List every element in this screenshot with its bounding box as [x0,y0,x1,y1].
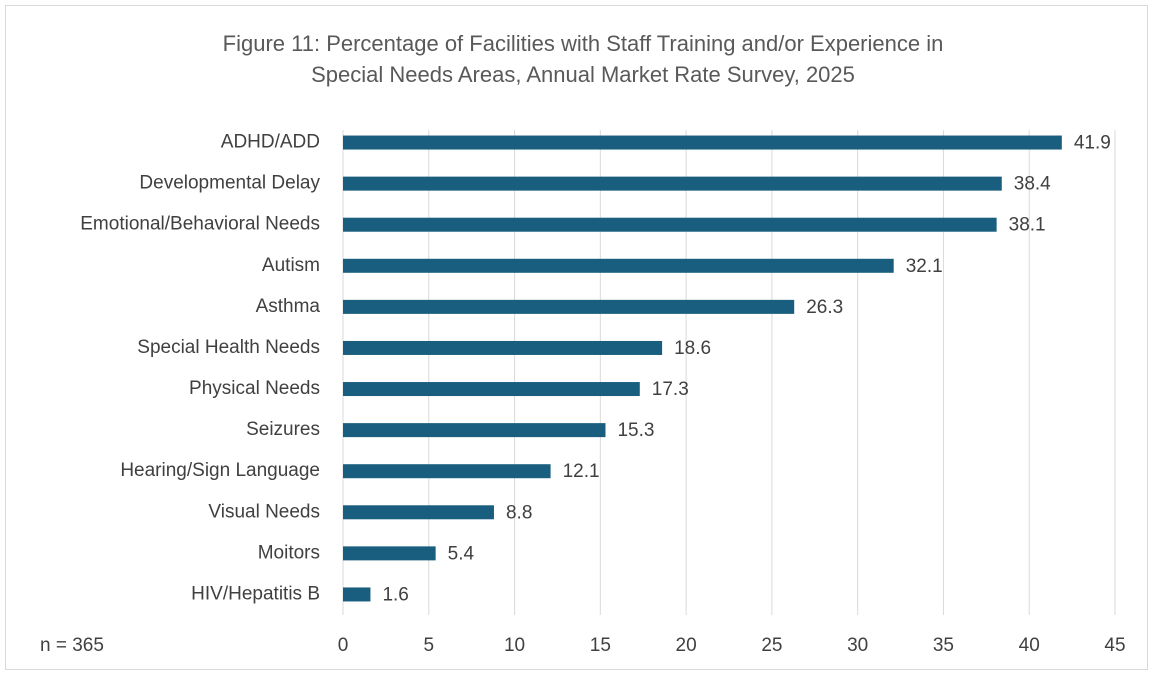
y-tick-label: HIV/Hepatitis B [191,583,320,604]
y-tick-label: Hearing/Sign Language [120,460,320,481]
chart-title: Figure 11: Percentage of Facilities with… [223,31,944,56]
bar [343,546,436,561]
bar [343,340,663,355]
data-label: 26.3 [806,297,843,318]
data-label: 15.3 [617,420,654,441]
x-tick-label: 25 [761,635,782,656]
y-tick-label: Emotional/Behavioral Needs [80,214,320,235]
x-tick-label: 30 [847,635,868,656]
x-tick-label: 10 [504,635,525,656]
annotation: n = 365 [40,635,104,656]
bar [343,423,606,438]
x-tick-label: 5 [423,635,434,656]
data-label: 38.1 [1009,215,1046,236]
bar [343,176,1002,191]
data-label: 17.3 [652,379,689,400]
x-tick-label: 20 [676,635,697,656]
x-tick-label: 15 [590,635,611,656]
data-label: 12.1 [563,461,600,482]
data-label: 5.4 [448,543,475,564]
data-label: 8.8 [506,502,532,523]
data-label: 38.4 [1014,174,1051,195]
x-tick-label: 45 [1104,635,1125,656]
chart-title: Special Needs Areas, Annual Market Rate … [311,62,855,87]
bar [343,135,1062,150]
x-tick-label: 35 [933,635,954,656]
bar [343,258,894,273]
bar [343,382,640,397]
y-tick-label: Visual Needs [208,501,320,522]
y-tick-label: ADHD/ADD [221,132,320,153]
y-tick-label: Moitors [258,542,320,563]
bar [343,464,551,479]
x-tick-label: 40 [1019,635,1040,656]
y-tick-label: Physical Needs [189,378,320,399]
data-label: 32.1 [906,256,943,277]
y-tick-label: Special Health Needs [137,337,320,358]
x-tick-label: 0 [338,635,349,656]
y-tick-label: Developmental Delay [139,173,320,194]
data-label: 18.6 [674,338,711,359]
y-tick-label: Autism [262,255,320,276]
y-tick-label: Seizures [246,419,320,440]
data-label: 1.6 [382,584,408,605]
chart-border [5,5,1148,670]
bar [343,505,494,520]
bar [343,299,795,314]
data-label: 41.9 [1074,133,1111,154]
bar [343,217,997,232]
bar [343,587,371,602]
y-tick-label: Asthma [256,296,321,317]
